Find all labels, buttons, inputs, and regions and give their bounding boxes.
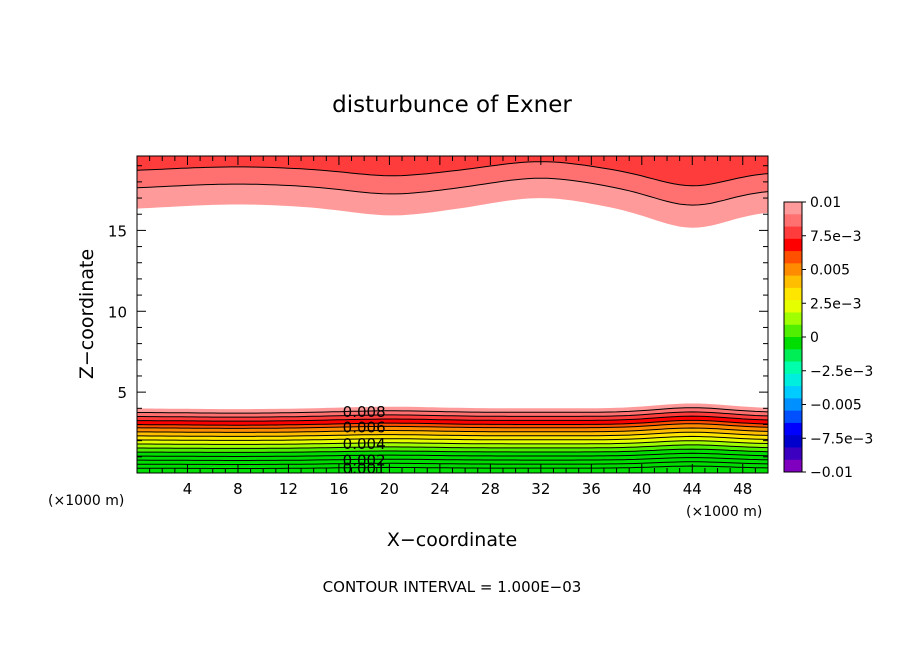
x-tick-label: 24 xyxy=(430,480,449,498)
contour-label: 0.006 xyxy=(343,419,386,437)
x-tick-label: 16 xyxy=(329,480,348,498)
lower-contour-line xyxy=(136,435,769,441)
y-axis-unit: (×1000 m) xyxy=(48,493,124,509)
x-axis-unit: (×1000 m) xyxy=(686,504,762,520)
lower-contour-line xyxy=(137,448,769,453)
colorbar-label: 2.5e−3 xyxy=(810,296,862,312)
x-axis: 4 8 12 16 20 24 28 32 36 40 44 48 xyxy=(149,156,756,498)
colorbar-swatch xyxy=(784,337,802,350)
colorbar-swatch xyxy=(784,214,802,228)
lower-contour-line xyxy=(137,407,769,414)
lower-contour-line xyxy=(137,411,769,418)
lower-contour-line xyxy=(137,440,769,445)
contour-label: 0.008 xyxy=(343,403,386,421)
colorbar-label: 0 xyxy=(810,330,819,346)
x-tick-label: 48 xyxy=(733,480,752,498)
lower-contour-line xyxy=(137,452,769,457)
lower-contour-line xyxy=(137,415,769,422)
colorbar-swatch xyxy=(784,238,802,252)
lower-contour-line xyxy=(137,427,769,433)
colorbar-swatch xyxy=(784,287,802,301)
colorbar-swatch xyxy=(784,300,802,313)
colorbar-swatch xyxy=(784,435,802,448)
colorbar-swatch xyxy=(784,349,802,363)
lower-contour-line xyxy=(137,419,769,426)
contour-label: 0.002 xyxy=(343,451,386,469)
colorbar-swatch xyxy=(784,386,802,399)
x-tick-label: 8 xyxy=(233,480,243,498)
colorbar-swatch xyxy=(784,398,802,412)
colorbar-swatch xyxy=(784,324,802,338)
colorbar-swatch xyxy=(784,275,802,289)
lower-contour-line xyxy=(137,444,769,449)
colorbar-label: −7.5e−3 xyxy=(810,431,873,447)
colorbar-swatch xyxy=(784,459,802,473)
x-tick-label: 32 xyxy=(531,480,550,498)
x-tick-label: 4 xyxy=(183,480,193,498)
chart-title: disturbunce of Exner xyxy=(332,92,572,118)
colorbar-swatch xyxy=(784,202,802,215)
colorbar-swatch xyxy=(784,312,802,326)
colorbar-swatch xyxy=(784,226,802,240)
colorbar-swatch xyxy=(784,373,802,387)
colorbar-label: −0.005 xyxy=(810,398,862,414)
x-tick-label: 40 xyxy=(632,480,651,498)
colorbar-swatch xyxy=(784,263,802,277)
x-tick-label: 36 xyxy=(582,480,601,498)
colorbar-swatch xyxy=(784,422,802,436)
upper-contour-line xyxy=(136,177,769,206)
colorbar-label: 7.5e−3 xyxy=(810,229,862,245)
colorbar-swatch xyxy=(784,410,802,424)
lower-contour-line xyxy=(137,465,769,469)
y-tick-label: 5 xyxy=(117,384,127,402)
x-tick-label: 28 xyxy=(481,480,500,498)
colorbar-label: 0.005 xyxy=(810,263,850,279)
y-tick-label: 10 xyxy=(108,303,127,321)
lower-contour-line xyxy=(137,431,769,437)
lower-contour-line xyxy=(136,423,769,429)
colorbar-label: −2.5e−3 xyxy=(810,364,873,380)
colorbar-swatch xyxy=(784,361,802,375)
colorbar-swatch xyxy=(784,447,802,461)
x-tick-label: 20 xyxy=(380,480,399,498)
contour-interval-note: CONTOUR INTERVAL = 1.000E−03 xyxy=(323,578,582,596)
y-axis: 5 10 15 xyxy=(108,165,768,458)
contour-label: 0.004 xyxy=(343,435,386,453)
x-tick-label: 12 xyxy=(279,480,298,498)
y-tick-label: 15 xyxy=(108,222,127,240)
lower-contour-line xyxy=(137,461,769,465)
upper-contour-line xyxy=(136,161,769,187)
lower-contour-line xyxy=(137,457,769,461)
y-axis-label: Z−coordinate xyxy=(76,249,98,379)
x-tick-label: 44 xyxy=(683,480,702,498)
contour-lines xyxy=(136,161,769,469)
x-axis-label: X−coordinate xyxy=(387,529,517,551)
colorbar-label: −0.01 xyxy=(810,465,853,481)
colorbar-label: 0.01 xyxy=(810,195,841,211)
colorbar: 0.01 7.5e−3 0.005 2.5e−3 0 −2.5e−3 −0.005 −7.5e… xyxy=(783,195,873,481)
colorbar-swatch xyxy=(784,251,802,264)
